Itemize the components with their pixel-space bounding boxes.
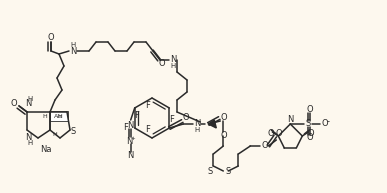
Polygon shape: [208, 120, 216, 128]
Text: F: F: [123, 124, 128, 133]
Text: O: O: [306, 134, 313, 142]
Text: F: F: [146, 125, 151, 135]
Text: H: H: [27, 96, 33, 102]
Text: N: N: [127, 122, 134, 130]
Text: N: N: [127, 136, 133, 146]
Text: S: S: [226, 167, 231, 175]
Text: H: H: [170, 63, 176, 69]
Text: Als: Als: [54, 113, 63, 119]
Text: S: S: [70, 126, 75, 135]
Text: F: F: [169, 115, 174, 124]
Text: H: H: [43, 113, 47, 119]
Text: Na: Na: [40, 146, 52, 155]
Text: +: +: [130, 135, 135, 141]
Text: O: O: [261, 141, 268, 151]
Text: N: N: [170, 56, 176, 64]
Text: H: H: [53, 131, 57, 136]
Text: H: H: [27, 140, 33, 146]
Text: H: H: [195, 127, 200, 133]
Text: O: O: [11, 98, 17, 108]
Text: F: F: [146, 102, 151, 111]
Text: O: O: [182, 113, 188, 123]
Text: N: N: [127, 152, 134, 161]
Bar: [50, 111, 67, 121]
Text: O: O: [275, 129, 282, 137]
Text: O: O: [306, 106, 313, 114]
Text: N: N: [25, 100, 31, 108]
Text: H: H: [58, 113, 62, 119]
Text: S: S: [306, 119, 311, 129]
Text: O: O: [220, 113, 227, 122]
Text: F: F: [134, 112, 139, 120]
Text: H: H: [70, 42, 75, 48]
Text: O: O: [307, 130, 313, 139]
Text: O: O: [48, 34, 54, 42]
Text: -: -: [327, 118, 330, 126]
Text: N: N: [25, 134, 31, 142]
Text: O: O: [321, 119, 328, 129]
Text: S: S: [208, 167, 213, 175]
Text: O: O: [267, 130, 274, 139]
Text: N: N: [287, 115, 293, 124]
Text: O: O: [159, 59, 165, 69]
Text: N: N: [194, 119, 200, 129]
Text: O: O: [220, 131, 227, 141]
Text: N: N: [70, 47, 76, 56]
